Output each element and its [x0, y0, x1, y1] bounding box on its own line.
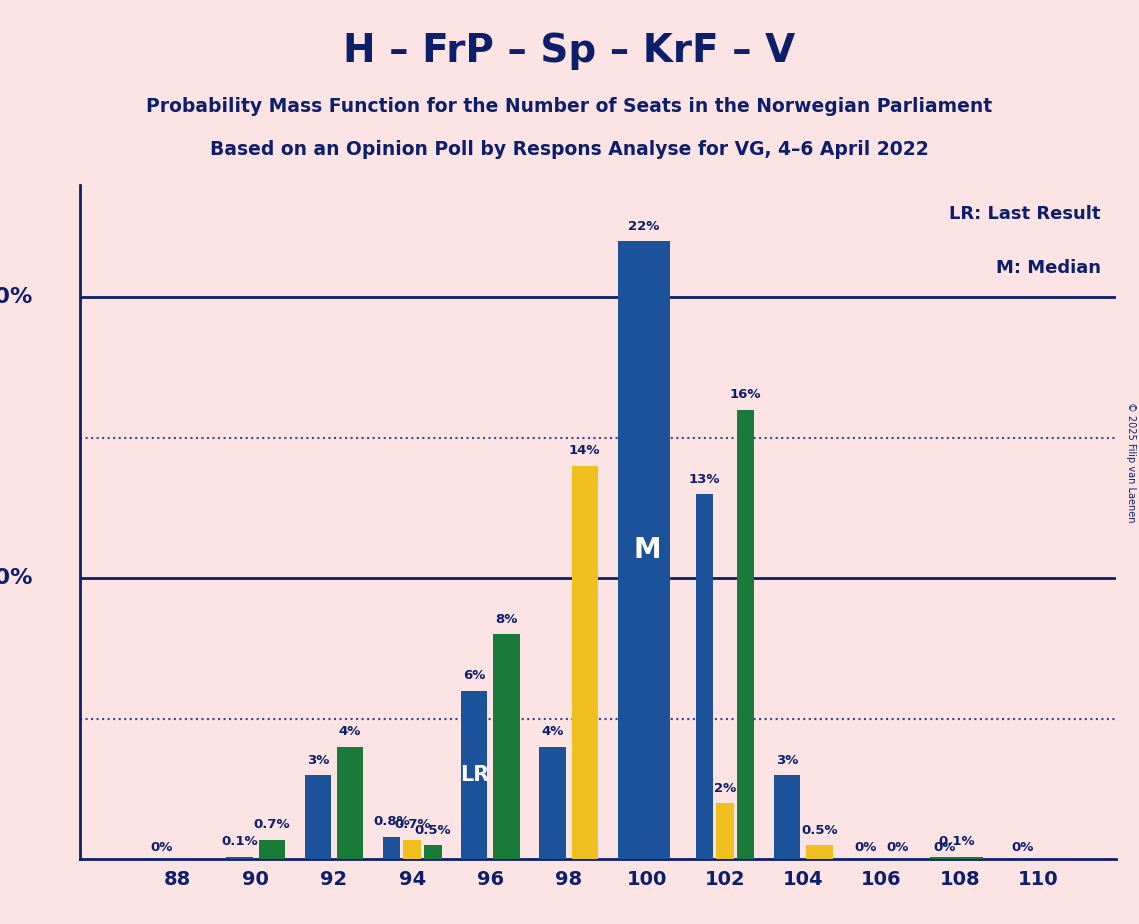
Text: Based on an Opinion Poll by Respons Analyse for VG, 4–6 April 2022: Based on an Opinion Poll by Respons Anal… — [210, 140, 929, 160]
Bar — [716, 803, 734, 859]
Text: 0.7%: 0.7% — [254, 819, 290, 832]
Bar — [775, 775, 801, 859]
Text: M: M — [633, 536, 661, 565]
Bar — [461, 690, 487, 859]
Bar — [403, 840, 421, 859]
Text: © 2025 Filip van Laenen: © 2025 Filip van Laenen — [1126, 402, 1136, 522]
Text: 10%: 10% — [0, 568, 33, 589]
Bar — [931, 857, 983, 859]
Text: 0%: 0% — [886, 841, 909, 854]
Text: Probability Mass Function for the Number of Seats in the Norwegian Parliament: Probability Mass Function for the Number… — [147, 97, 992, 116]
Bar — [539, 747, 566, 859]
Bar — [572, 466, 598, 859]
Text: 0%: 0% — [150, 841, 173, 854]
Text: 0.5%: 0.5% — [415, 824, 451, 837]
Bar — [337, 747, 363, 859]
Bar — [617, 241, 671, 859]
Bar — [696, 494, 713, 859]
Text: 6%: 6% — [464, 669, 485, 682]
Text: 3%: 3% — [776, 754, 798, 767]
Text: 0.1%: 0.1% — [939, 835, 975, 848]
Text: 3%: 3% — [306, 754, 329, 767]
Text: M: Median: M: Median — [995, 259, 1100, 277]
Text: 16%: 16% — [730, 388, 761, 401]
Text: 0%: 0% — [854, 841, 877, 854]
Bar — [259, 840, 285, 859]
Text: 4%: 4% — [541, 725, 564, 738]
Bar — [227, 857, 253, 859]
Text: 0%: 0% — [933, 841, 956, 854]
Text: 0%: 0% — [1011, 841, 1033, 854]
Text: 0.1%: 0.1% — [221, 835, 257, 848]
Text: 14%: 14% — [570, 444, 600, 457]
Text: 4%: 4% — [339, 725, 361, 738]
Text: 2%: 2% — [714, 782, 736, 795]
Text: 0.8%: 0.8% — [374, 815, 410, 829]
Bar — [424, 845, 442, 859]
Bar — [383, 837, 401, 859]
Bar — [493, 635, 519, 859]
Text: H – FrP – Sp – KrF – V: H – FrP – Sp – KrF – V — [343, 32, 796, 70]
Text: 22%: 22% — [629, 220, 659, 233]
Bar — [806, 845, 833, 859]
Text: 13%: 13% — [689, 472, 720, 485]
Text: 8%: 8% — [495, 613, 518, 626]
Text: 0.5%: 0.5% — [801, 824, 838, 837]
Bar — [737, 409, 754, 859]
Text: LR: LR — [460, 765, 489, 785]
Text: 20%: 20% — [0, 287, 33, 307]
Bar — [304, 775, 331, 859]
Text: LR: Last Result: LR: Last Result — [949, 205, 1100, 223]
Text: 0.7%: 0.7% — [394, 819, 431, 832]
